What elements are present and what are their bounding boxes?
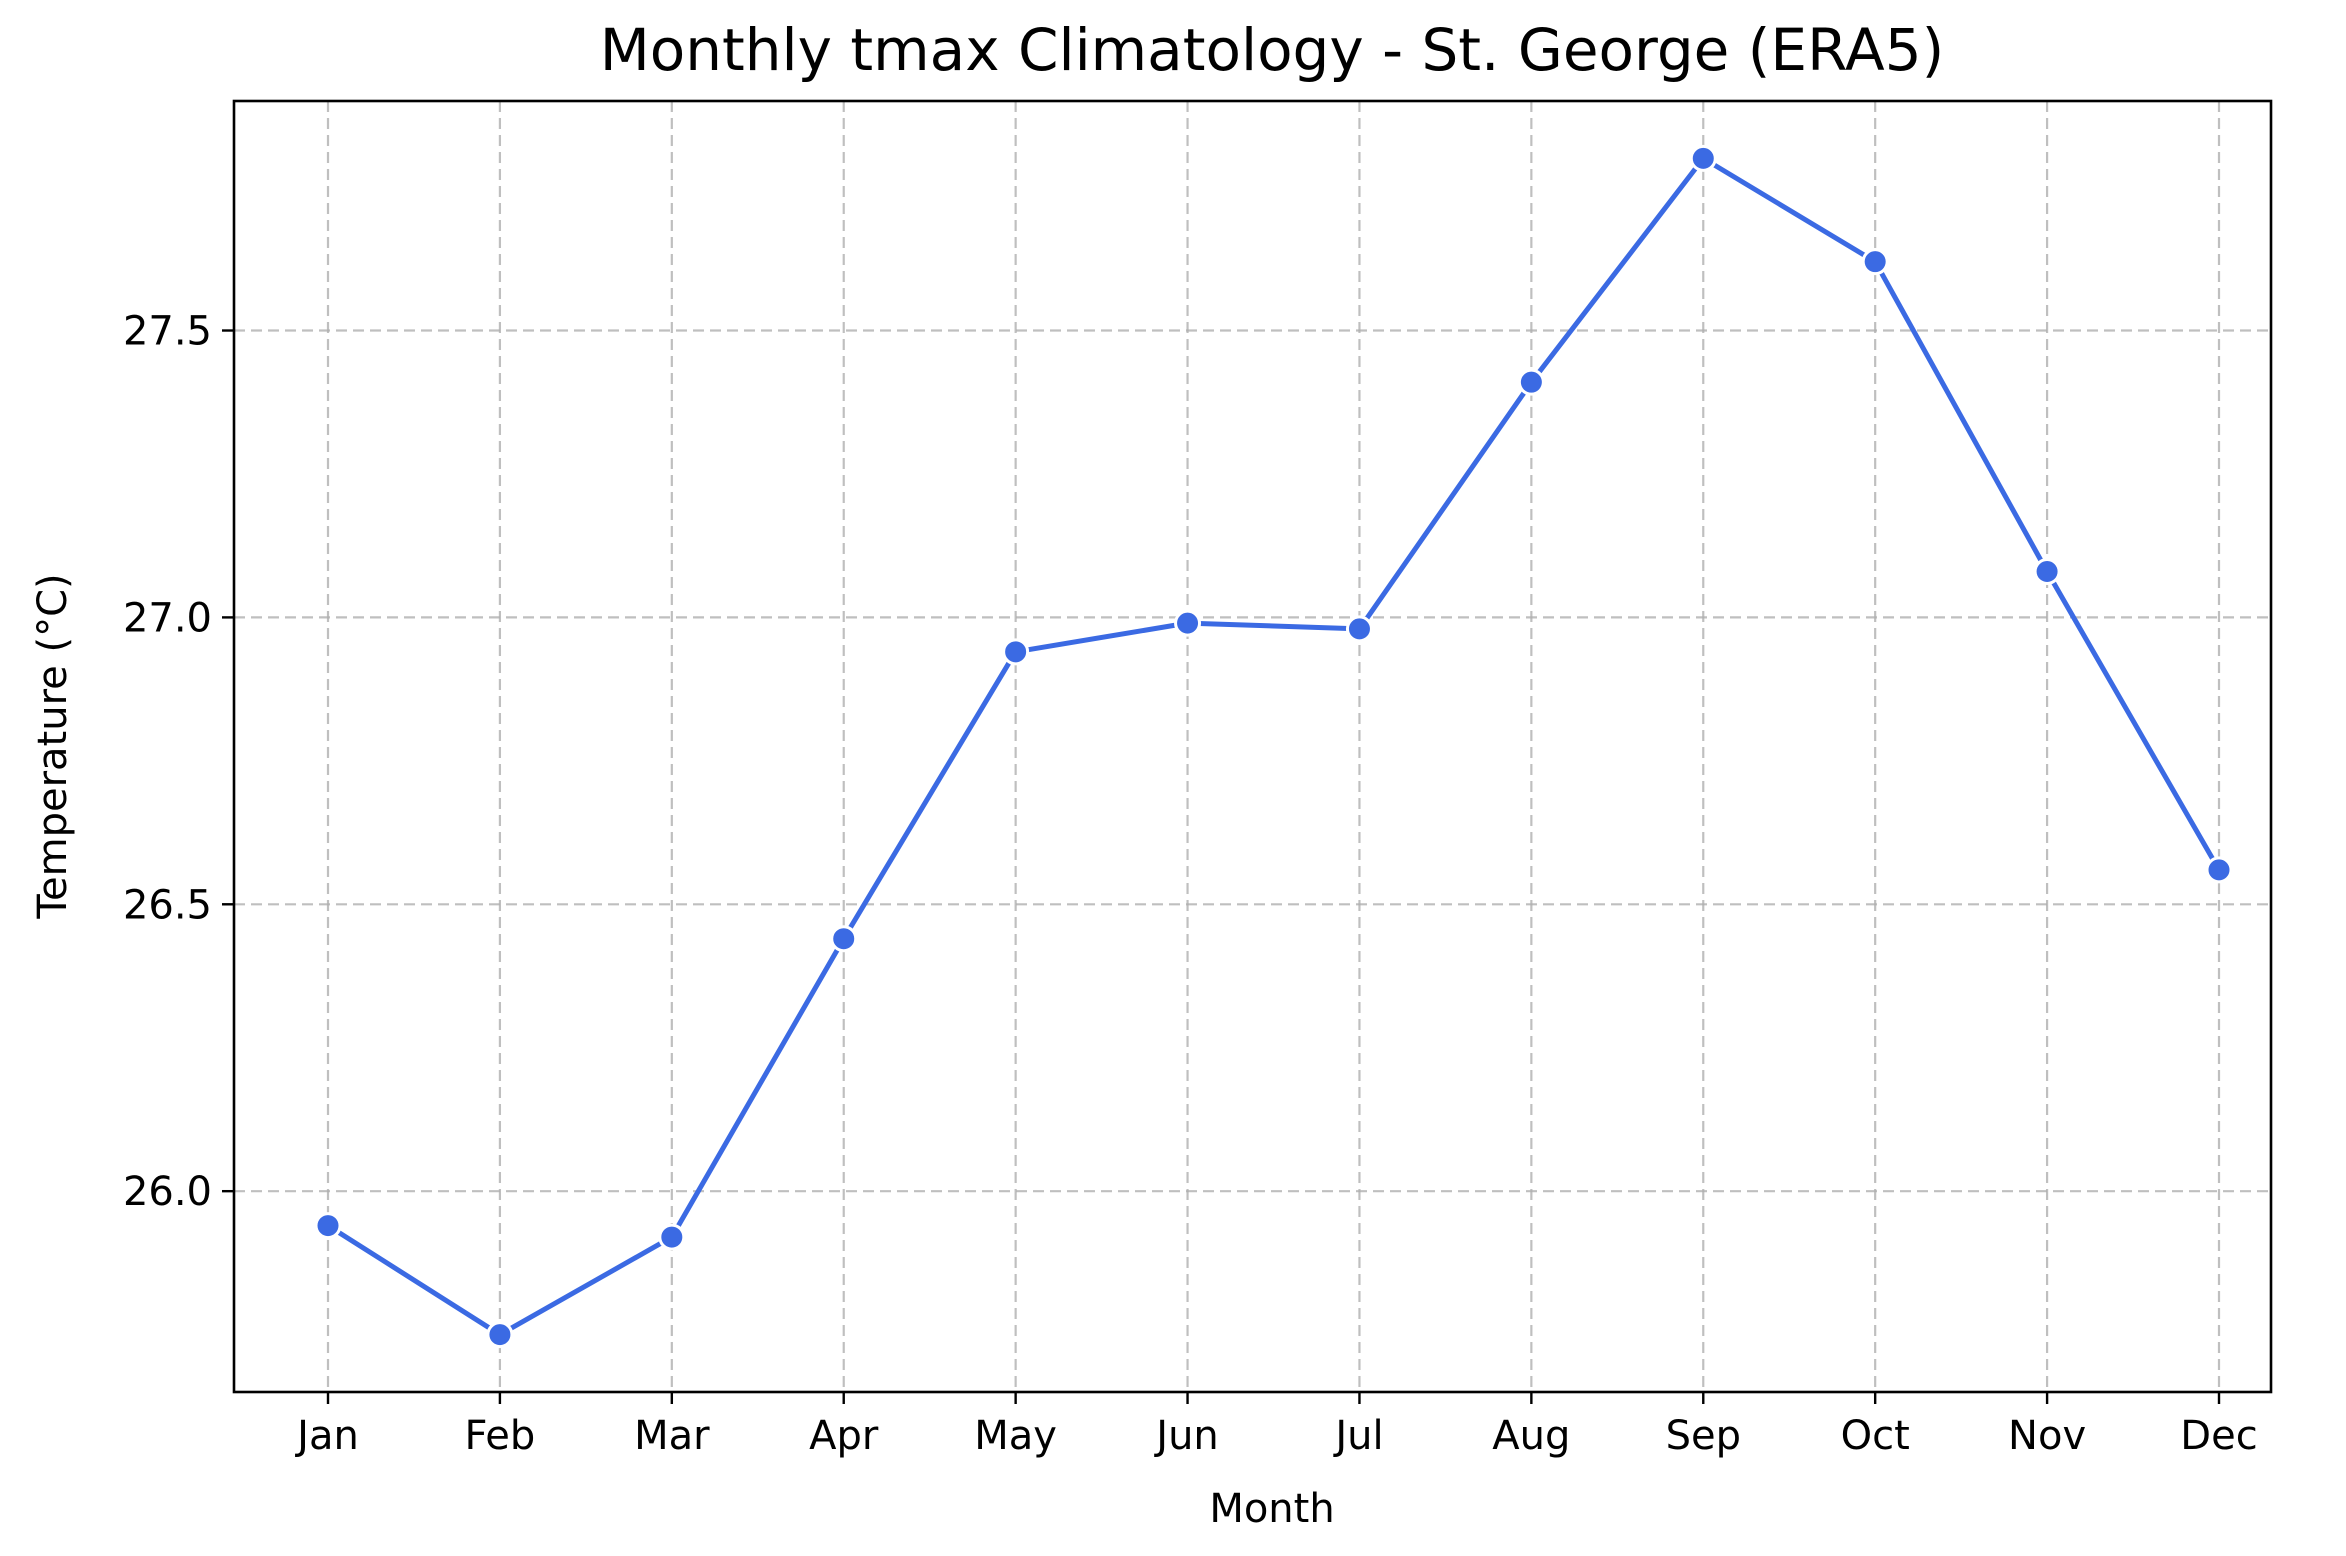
x-tick-label: Jan bbox=[294, 1413, 359, 1459]
data-point-jul bbox=[1345, 615, 1373, 643]
plot-area bbox=[232, 99, 2273, 1394]
data-points bbox=[314, 144, 2233, 1349]
y-axis: 26.0 26.5 27.0 27.5 bbox=[123, 309, 234, 1215]
data-point-apr bbox=[830, 925, 858, 953]
x-tick-label: Feb bbox=[464, 1413, 535, 1459]
x-tick-label: Mar bbox=[634, 1413, 710, 1459]
y-tick-label: 27.0 bbox=[123, 595, 212, 641]
data-point-jan bbox=[314, 1212, 342, 1240]
data-point-feb bbox=[486, 1321, 514, 1349]
x-tick-label: Oct bbox=[1841, 1413, 1910, 1459]
data-point-dec bbox=[2205, 856, 2233, 884]
series-line bbox=[326, 155, 2222, 1338]
x-tick-label: Aug bbox=[1492, 1413, 1570, 1459]
data-point-sep bbox=[1689, 144, 1717, 172]
data-point-oct bbox=[1861, 248, 1889, 276]
x-tick-label: Sep bbox=[1666, 1413, 1741, 1459]
y-tick-label: 26.5 bbox=[123, 882, 212, 928]
x-tick-label: Nov bbox=[2008, 1413, 2086, 1459]
x-tick-label: Jun bbox=[1153, 1413, 1219, 1459]
y-tick-label: 27.5 bbox=[123, 309, 212, 355]
data-point-may bbox=[1002, 638, 1030, 666]
y-axis-label: Temperature (°C) bbox=[30, 573, 76, 919]
y-tick-label: 26.0 bbox=[123, 1169, 212, 1215]
data-point-jun bbox=[1174, 609, 1202, 637]
x-axis: Jan Feb Mar Apr May Jun Jul Aug Sep Oct Nov Dec bbox=[294, 1392, 2258, 1459]
chart-title: Monthly tmax Climatology - St. George (E… bbox=[600, 16, 1944, 84]
data-point-nov bbox=[2033, 557, 2061, 585]
grid bbox=[234, 101, 2271, 1392]
data-point-mar bbox=[658, 1223, 686, 1251]
x-axis-label: Month bbox=[1209, 1486, 1334, 1532]
x-tick-label: Dec bbox=[2180, 1413, 2257, 1459]
x-tick-label: May bbox=[974, 1413, 1057, 1459]
data-point-aug bbox=[1517, 368, 1545, 396]
x-tick-label: Jul bbox=[1332, 1413, 1383, 1459]
x-tick-label: Apr bbox=[809, 1413, 879, 1459]
